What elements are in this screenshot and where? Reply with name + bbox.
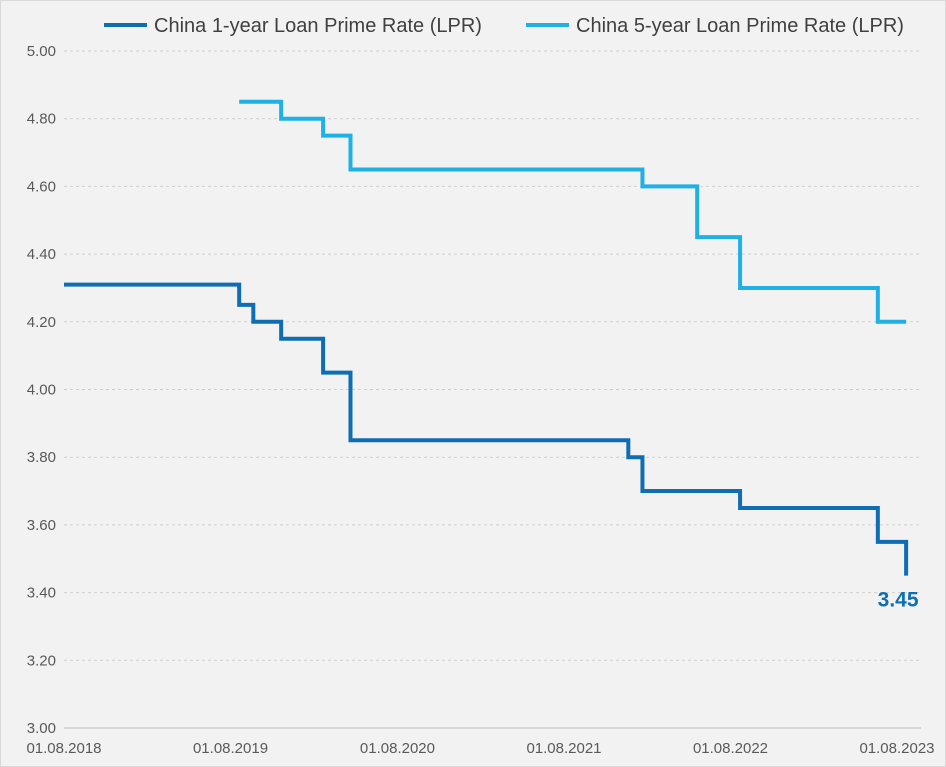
x-tick-label: 01.08.2018: [26, 740, 101, 757]
y-tick-label: 4.20: [27, 314, 56, 331]
y-tick-label: 3.00: [27, 720, 56, 737]
y-tick-label: 4.00: [27, 382, 56, 399]
y-tick-label: 3.60: [27, 517, 56, 534]
x-tick-label: 01.08.2022: [693, 740, 768, 757]
legend-label-2: China 5-year Loan Prime Rate (LPR): [576, 15, 904, 37]
x-tick-label: 01.08.2020: [360, 740, 435, 757]
x-tick-label: 01.08.2023: [859, 740, 934, 757]
end-value-label: 3.45: [878, 589, 919, 612]
legend-label-1: China 1-year Loan Prime Rate (LPR): [154, 15, 482, 37]
axis-layer: 3.00 3.20 3.40 3.60 3.80 4.00 4.20 4.40 4.60 4.80…: [26, 43, 934, 757]
x-tick-label: 01.08.2021: [526, 740, 601, 757]
series-layer: 3.45: [64, 99, 919, 612]
x-tick-label: 01.08.2019: [193, 740, 268, 757]
grid-layer: [64, 50, 921, 661]
y-tick-label: 4.60: [27, 178, 56, 195]
y-tick-label: 3.20: [27, 652, 56, 669]
series-line-1: [64, 282, 909, 576]
y-tick-label: 3.80: [27, 449, 56, 466]
y-tick-label: 4.80: [27, 111, 56, 128]
y-tick-label: 4.40: [27, 246, 56, 263]
series-line-2: [239, 99, 907, 324]
y-tick-label: 5.00: [27, 43, 56, 60]
legend: China 1-year Loan Prime Rate (LPR) China …: [104, 15, 904, 37]
y-tick-label: 3.40: [27, 585, 56, 602]
